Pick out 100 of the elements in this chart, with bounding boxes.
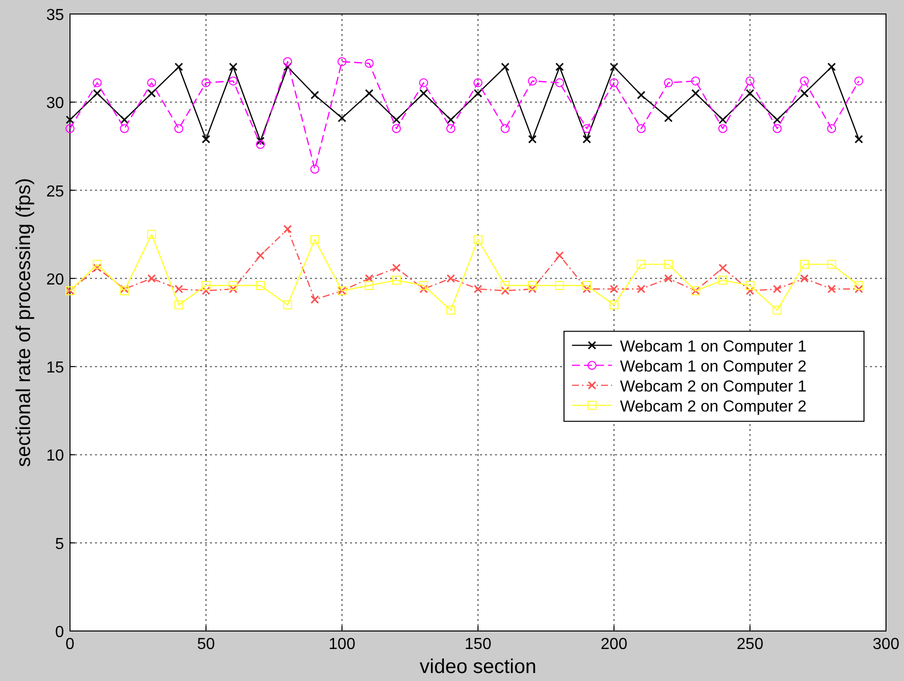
point xyxy=(691,89,700,98)
point xyxy=(772,116,782,124)
point xyxy=(419,89,428,98)
y-tick-label: 15 xyxy=(46,360,64,377)
x-tick-label: 250 xyxy=(736,636,764,653)
point xyxy=(800,76,809,86)
point xyxy=(827,284,836,294)
y-tick-label: 5 xyxy=(55,536,64,553)
x-tick-label: 50 xyxy=(197,636,215,653)
point xyxy=(228,76,238,86)
x-tick-label: 300 xyxy=(872,636,900,653)
point xyxy=(310,295,320,304)
point xyxy=(446,116,456,124)
point xyxy=(419,78,428,88)
point xyxy=(664,274,673,283)
point xyxy=(500,286,510,296)
point xyxy=(256,136,265,146)
point xyxy=(582,124,592,134)
point xyxy=(746,89,754,98)
point xyxy=(664,114,673,122)
point xyxy=(92,78,102,88)
point xyxy=(827,62,836,72)
legend-label: Webcam 2 on Computer 2 xyxy=(620,398,807,416)
point xyxy=(610,62,618,72)
point xyxy=(800,274,809,283)
point xyxy=(66,116,74,124)
point xyxy=(636,90,646,100)
point xyxy=(283,224,292,234)
point xyxy=(582,284,592,294)
point xyxy=(664,260,673,269)
y-tick-label: 20 xyxy=(46,271,64,288)
point xyxy=(746,76,754,86)
point xyxy=(772,306,782,315)
point xyxy=(800,89,809,98)
point xyxy=(392,116,401,124)
point xyxy=(174,300,184,310)
point xyxy=(392,276,401,285)
x-tick-label: 100 xyxy=(328,636,356,653)
point xyxy=(364,89,374,98)
x-tick-label: 150 xyxy=(464,636,492,653)
point xyxy=(147,230,156,239)
point xyxy=(147,78,156,88)
point xyxy=(718,276,728,285)
point xyxy=(120,116,129,124)
point xyxy=(854,284,864,294)
point xyxy=(718,264,728,272)
x-tick-label: 0 xyxy=(66,636,75,653)
point xyxy=(364,274,374,283)
point xyxy=(772,284,782,294)
point xyxy=(202,280,210,290)
point xyxy=(256,140,265,149)
legend-label: Webcam 1 on Computer 1 xyxy=(620,338,807,356)
point xyxy=(256,280,265,290)
point xyxy=(610,300,618,310)
point xyxy=(92,264,102,272)
point xyxy=(92,89,102,98)
point xyxy=(310,164,320,174)
x-axis-title: video section xyxy=(420,656,536,678)
point xyxy=(283,57,292,66)
point xyxy=(664,78,673,88)
point xyxy=(474,235,482,244)
point xyxy=(582,280,592,290)
point xyxy=(772,124,782,134)
point xyxy=(338,57,346,66)
point xyxy=(92,260,102,269)
point xyxy=(636,260,646,269)
point xyxy=(202,78,210,88)
point xyxy=(310,90,320,100)
y-axis-title: sectional rate of processing (fps) xyxy=(13,178,35,468)
point xyxy=(202,286,210,296)
point xyxy=(500,280,510,290)
point xyxy=(854,134,864,144)
point xyxy=(174,124,184,134)
point xyxy=(228,62,238,72)
point xyxy=(854,76,864,86)
point xyxy=(364,58,374,68)
point xyxy=(636,124,646,134)
point xyxy=(610,284,618,294)
point xyxy=(800,260,809,269)
point xyxy=(582,134,592,144)
point xyxy=(419,284,428,294)
point xyxy=(66,124,74,134)
point xyxy=(310,235,320,244)
point xyxy=(854,280,864,290)
point xyxy=(446,274,456,283)
y-tick-label: 10 xyxy=(46,448,64,465)
point xyxy=(691,76,700,86)
point xyxy=(202,134,210,144)
point xyxy=(718,124,728,134)
point xyxy=(147,89,156,98)
point xyxy=(228,280,238,290)
point xyxy=(746,280,754,290)
point xyxy=(446,124,456,134)
point xyxy=(283,300,292,310)
point xyxy=(500,62,510,72)
point xyxy=(364,280,374,290)
point xyxy=(174,62,184,72)
point xyxy=(256,251,265,260)
point xyxy=(555,62,564,72)
point xyxy=(120,124,129,134)
